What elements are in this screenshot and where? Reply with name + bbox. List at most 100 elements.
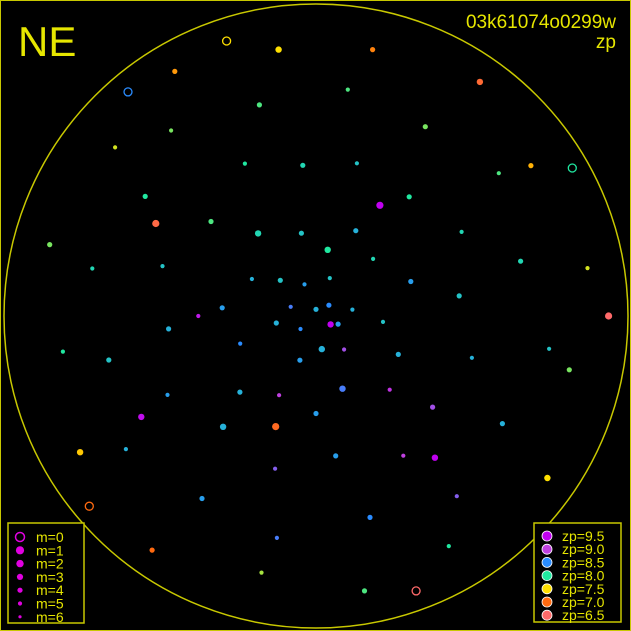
color-legend-marker: [541, 596, 553, 608]
star-point: [277, 277, 283, 283]
size-legend-label: m=6: [36, 609, 64, 625]
star-point: [585, 266, 590, 271]
star-point: [367, 514, 373, 521]
star-point: [326, 302, 332, 308]
star-point: [454, 494, 459, 499]
star-point: [476, 78, 484, 86]
star-point: [113, 145, 118, 150]
star-point: [411, 586, 421, 596]
color-legend-label: zp=7.5: [562, 581, 605, 597]
size-legend-marker: [16, 573, 24, 581]
size-legend-marker: [17, 601, 23, 606]
star-points: [47, 36, 613, 596]
corner-label: NE: [18, 18, 76, 65]
star-point: [333, 453, 339, 459]
horizon-circle: [3, 3, 629, 629]
star-point: [350, 307, 355, 312]
star-point: [297, 357, 303, 363]
star-point: [528, 163, 534, 169]
star-point: [277, 393, 282, 398]
star-point: [422, 124, 428, 130]
star-point: [431, 454, 439, 461]
star-point: [354, 161, 359, 166]
star-point: [567, 163, 577, 173]
star-point: [90, 266, 95, 271]
color-legend-label: zp=9.0: [562, 541, 605, 557]
star-point: [318, 345, 325, 353]
star-point: [273, 320, 279, 326]
star-point: [342, 347, 347, 352]
star-point: [272, 423, 280, 431]
size-legend-marker: [17, 587, 23, 593]
star-point: [395, 351, 401, 357]
star-point: [166, 326, 172, 332]
star-point: [456, 293, 462, 299]
color-legend-marker: [541, 557, 553, 568]
size-legend-marker: [15, 546, 25, 555]
star-point: [275, 46, 282, 53]
star-point: [345, 87, 350, 92]
star-point: [327, 321, 334, 328]
star-point: [274, 535, 279, 541]
quantity-label: zp: [596, 32, 616, 53]
star-point: [196, 313, 201, 319]
star-point: [47, 242, 53, 248]
star-point: [123, 447, 128, 452]
star-point: [300, 162, 306, 168]
color-legend-marker: [541, 570, 553, 581]
star-point: [544, 474, 551, 482]
star-point: [313, 410, 319, 417]
star-point: [273, 466, 278, 471]
star-point: [199, 495, 205, 502]
star-point: [149, 547, 155, 553]
star-point: [302, 282, 307, 287]
color-legend-marker: [541, 530, 553, 542]
star-point: [76, 449, 84, 456]
star-point: [172, 68, 178, 74]
color-legend-marker: [541, 543, 553, 555]
star-point: [406, 194, 412, 200]
size-legend-label: m=0: [36, 529, 64, 545]
color-legend-label: zp=8.0: [562, 568, 605, 584]
star-point: [238, 341, 243, 346]
star-point: [547, 346, 552, 351]
image-id: 03k61074o0299w: [466, 12, 616, 33]
size-legend-marker: [18, 615, 22, 619]
star-point: [387, 387, 392, 392]
star-point: [408, 278, 414, 285]
star-point: [259, 570, 264, 575]
star-point: [84, 501, 94, 511]
star-point: [335, 321, 341, 327]
size-legend-label: m=5: [36, 596, 64, 612]
star-point: [123, 87, 133, 97]
star-point: [324, 246, 331, 253]
size-legend-label: m=2: [36, 556, 64, 572]
size-legend-label: m=4: [36, 582, 64, 598]
star-point: [459, 229, 464, 234]
star-point: [160, 264, 165, 269]
star-point: [353, 228, 359, 234]
star-point: [376, 201, 384, 209]
star-point: [208, 218, 214, 225]
star-point: [446, 544, 451, 549]
star-point: [380, 319, 386, 324]
star-point: [60, 349, 65, 354]
star-point: [327, 276, 332, 281]
star-point: [496, 171, 501, 176]
color-legend-label: zp=6.5: [562, 607, 605, 623]
star-point: [219, 423, 227, 430]
size-legend-label: m=1: [36, 542, 64, 558]
star-point: [430, 404, 436, 410]
color-legend-marker: [541, 609, 553, 621]
star-point: [469, 355, 474, 360]
star-point: [298, 326, 303, 332]
star-point: [237, 389, 243, 395]
star-point: [313, 306, 319, 312]
star-point: [566, 367, 572, 373]
star-point: [138, 413, 145, 421]
color-legend-marker: [541, 583, 553, 595]
star-point: [361, 588, 368, 594]
star-point: [371, 256, 376, 261]
star-point: [169, 128, 174, 133]
